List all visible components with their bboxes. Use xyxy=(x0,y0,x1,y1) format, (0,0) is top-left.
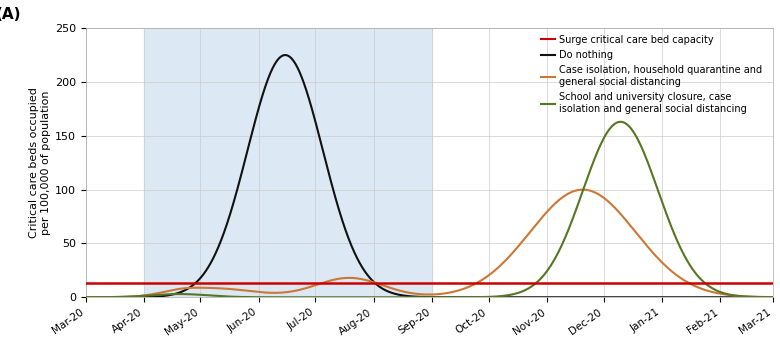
Legend: Surge critical care bed capacity, Do nothing, Case isolation, household quaranti: Surge critical care bed capacity, Do not… xyxy=(537,31,766,118)
Bar xyxy=(144,28,432,297)
Text: (A): (A) xyxy=(0,7,22,22)
Y-axis label: Critical care beds occupied
per 100,000 of population: Critical care beds occupied per 100,000 … xyxy=(29,87,51,238)
